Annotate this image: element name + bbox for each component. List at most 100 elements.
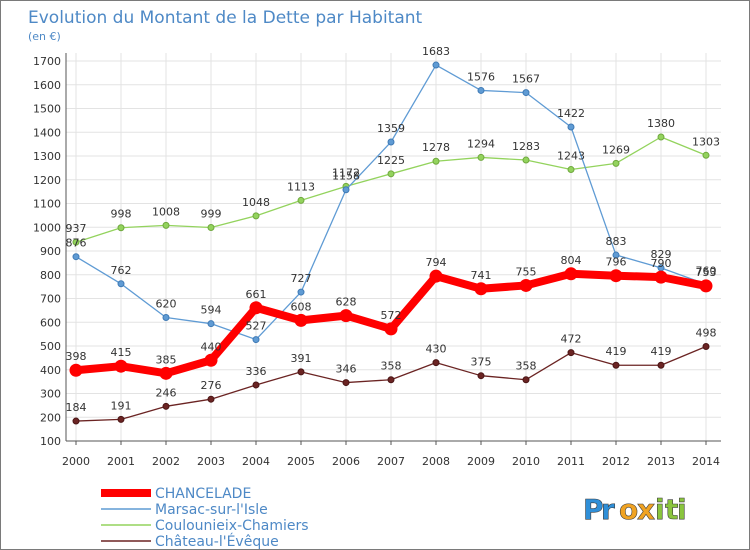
data-point bbox=[159, 366, 173, 380]
data-point bbox=[297, 288, 305, 296]
data-label: 1048 bbox=[242, 196, 270, 209]
data-label: 498 bbox=[696, 326, 717, 339]
data-point bbox=[252, 212, 260, 220]
y-tick-label: 600 bbox=[40, 316, 61, 329]
data-label: 661 bbox=[246, 288, 267, 301]
y-tick-label: 1500 bbox=[33, 103, 61, 116]
series-2 bbox=[72, 133, 710, 246]
logo-letter: x bbox=[637, 493, 655, 526]
y-tick-label: 1300 bbox=[33, 150, 61, 163]
x-tick-label: 2010 bbox=[512, 455, 540, 468]
data-label: 1303 bbox=[692, 135, 720, 148]
y-tick-label: 300 bbox=[40, 388, 61, 401]
data-point bbox=[207, 395, 215, 403]
data-label: 829 bbox=[651, 248, 672, 261]
data-label: 727 bbox=[291, 272, 312, 285]
data-label: 1576 bbox=[467, 70, 495, 83]
data-label: 1008 bbox=[152, 205, 180, 218]
data-point bbox=[702, 151, 710, 159]
x-tick-label: 2001 bbox=[107, 455, 135, 468]
data-label: 755 bbox=[516, 265, 537, 278]
data-labels: 184 191 246 276 336 391 346 358 430 375 358 472 419 4… bbox=[66, 45, 721, 414]
data-point bbox=[297, 368, 305, 376]
data-point bbox=[477, 153, 485, 161]
data-label: 1422 bbox=[557, 107, 585, 120]
data-point bbox=[657, 133, 665, 141]
data-point bbox=[252, 336, 260, 344]
logo-letter: t bbox=[665, 493, 678, 526]
data-point bbox=[72, 417, 80, 425]
data-point bbox=[477, 372, 485, 380]
data-point bbox=[522, 156, 530, 164]
data-point bbox=[249, 301, 263, 315]
data-label: 804 bbox=[561, 254, 582, 267]
data-point bbox=[162, 402, 170, 410]
data-point bbox=[429, 269, 443, 283]
x-tick-label: 2014 bbox=[692, 455, 720, 468]
legend-label: Château-l'Évêque bbox=[155, 533, 279, 549]
series-group bbox=[69, 61, 713, 425]
data-label: 440 bbox=[201, 340, 222, 353]
data-label: 398 bbox=[66, 350, 87, 363]
data-label: 762 bbox=[111, 264, 132, 277]
data-point bbox=[387, 170, 395, 178]
data-label: 760 bbox=[696, 264, 717, 277]
data-label: 1683 bbox=[422, 45, 450, 58]
x-tick-label: 2007 bbox=[377, 455, 405, 468]
y-tick-label: 1400 bbox=[33, 126, 61, 139]
data-label: 572 bbox=[381, 309, 402, 322]
data-label: 1567 bbox=[512, 73, 540, 86]
data-point bbox=[612, 361, 620, 369]
data-label: 472 bbox=[561, 333, 582, 346]
legend-label: Coulounieix-Chamiers bbox=[155, 518, 309, 534]
data-point bbox=[252, 381, 260, 389]
data-label: 358 bbox=[516, 360, 537, 373]
data-point bbox=[657, 361, 665, 369]
data-label: 794 bbox=[426, 256, 447, 269]
data-label: 1359 bbox=[377, 122, 405, 135]
logo-letter: P bbox=[583, 493, 604, 526]
data-point bbox=[72, 253, 80, 261]
data-point bbox=[387, 376, 395, 384]
x-tick-label: 2004 bbox=[242, 455, 270, 468]
data-label: 883 bbox=[606, 235, 627, 248]
data-point bbox=[384, 322, 398, 336]
y-tick-label: 1700 bbox=[33, 55, 61, 68]
y-tick-label: 700 bbox=[40, 293, 61, 306]
data-point bbox=[387, 138, 395, 146]
data-label: 346 bbox=[336, 363, 357, 376]
data-point bbox=[474, 282, 488, 296]
x-tick-label: 2009 bbox=[467, 455, 495, 468]
data-point bbox=[432, 157, 440, 165]
data-point bbox=[117, 224, 125, 232]
data-point bbox=[297, 196, 305, 204]
data-point bbox=[609, 269, 623, 283]
data-label: 385 bbox=[156, 353, 177, 366]
data-label: 790 bbox=[651, 257, 672, 270]
data-label: 1113 bbox=[287, 180, 315, 193]
data-label: 184 bbox=[66, 401, 87, 414]
logo-letter: r bbox=[601, 493, 615, 526]
plot-area bbox=[66, 53, 721, 441]
series-0 bbox=[69, 267, 713, 380]
data-point bbox=[612, 159, 620, 167]
chart-subtitle: (en €) bbox=[28, 30, 61, 43]
data-label: 1294 bbox=[467, 137, 495, 150]
data-label: 391 bbox=[291, 352, 312, 365]
data-point bbox=[339, 309, 353, 323]
x-tick-label: 2012 bbox=[602, 455, 630, 468]
chart-title: Evolution du Montant de la Dette par Hab… bbox=[28, 8, 423, 28]
y-tick-label: 100 bbox=[40, 435, 61, 448]
y-tick-label: 1000 bbox=[33, 221, 61, 234]
data-label: 430 bbox=[426, 343, 447, 356]
x-tick-label: 2013 bbox=[647, 455, 675, 468]
data-label: 1278 bbox=[422, 141, 450, 154]
series-1 bbox=[72, 61, 710, 344]
legend-label: CHANCELADE bbox=[155, 486, 251, 502]
data-label: 1269 bbox=[602, 143, 630, 156]
data-label: 1380 bbox=[647, 117, 675, 130]
data-label: 358 bbox=[381, 360, 402, 373]
data-point bbox=[207, 320, 215, 328]
